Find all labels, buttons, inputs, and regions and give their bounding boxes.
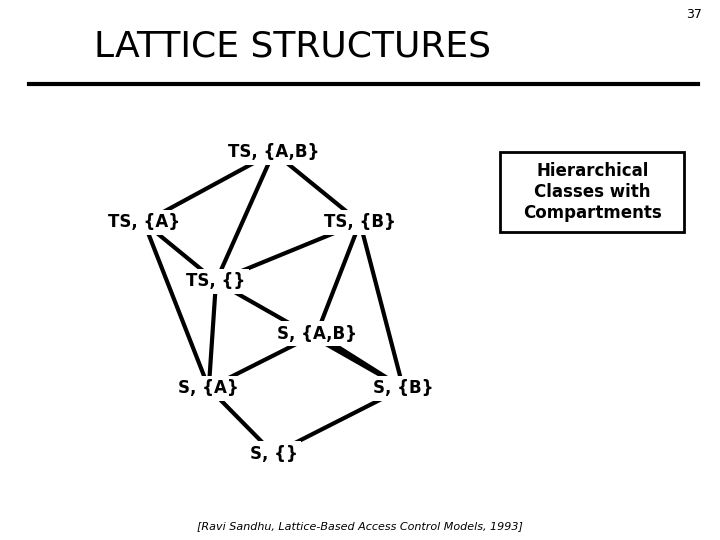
Text: S, {}: S, {} [250, 445, 297, 463]
Text: S, {A,B}: S, {A,B} [276, 325, 357, 342]
Text: 37: 37 [686, 8, 702, 21]
Text: TS, {A,B}: TS, {A,B} [228, 143, 319, 161]
Text: TS, {}: TS, {} [186, 273, 246, 291]
Text: TS, {A}: TS, {A} [108, 213, 180, 232]
Text: LATTICE STRUCTURES: LATTICE STRUCTURES [94, 30, 490, 64]
Text: S, {B}: S, {B} [373, 379, 433, 397]
Text: [Ravi Sandhu, Lattice-Based Access Control Models, 1993]: [Ravi Sandhu, Lattice-Based Access Contr… [197, 521, 523, 531]
Text: S, {A}: S, {A} [179, 379, 239, 397]
Text: Hierarchical
Classes with
Compartments: Hierarchical Classes with Compartments [523, 162, 662, 221]
Bar [500, 152, 684, 232]
Text: TS, {B}: TS, {B} [324, 213, 396, 232]
